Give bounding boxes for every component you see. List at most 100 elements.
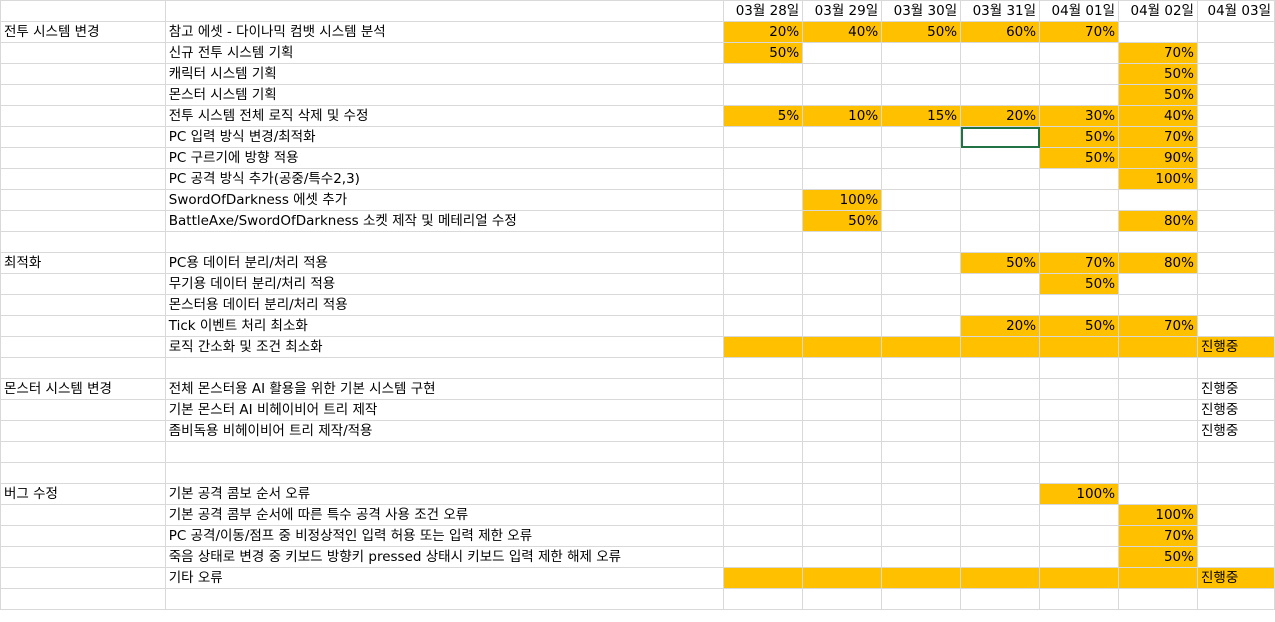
progress-cell[interactable]	[1118, 567, 1198, 589]
task-cell[interactable]: 기타 오류	[164, 567, 725, 589]
progress-cell[interactable]	[1196, 189, 1275, 211]
progress-cell[interactable]	[1039, 168, 1120, 190]
progress-cell[interactable]	[960, 210, 1041, 232]
progress-cell[interactable]	[1039, 462, 1120, 484]
progress-cell[interactable]	[1196, 231, 1275, 253]
progress-cell[interactable]	[1118, 399, 1198, 421]
category-cell[interactable]	[0, 126, 166, 148]
progress-cell[interactable]	[960, 441, 1041, 463]
progress-cell[interactable]	[960, 231, 1041, 253]
task-cell[interactable]: 전체 몬스터용 AI 활용을 위한 기본 시스템 구현	[164, 378, 725, 400]
progress-cell[interactable]: 50%	[802, 210, 883, 232]
progress-cell[interactable]: 20%	[723, 21, 804, 43]
progress-cell[interactable]	[1196, 357, 1275, 379]
progress-cell[interactable]	[960, 483, 1041, 505]
progress-cell[interactable]	[1196, 252, 1275, 274]
task-cell[interactable]: 기본 공격 콤보 순서 오류	[164, 483, 725, 505]
progress-cell[interactable]	[1196, 105, 1275, 127]
progress-cell[interactable]	[881, 42, 962, 64]
progress-cell[interactable]	[1039, 546, 1120, 568]
category-cell[interactable]	[0, 525, 166, 547]
progress-cell[interactable]	[723, 567, 804, 589]
progress-cell[interactable]	[881, 441, 962, 463]
progress-cell[interactable]: 70%	[1118, 315, 1198, 337]
progress-cell[interactable]	[881, 378, 962, 400]
progress-cell[interactable]	[881, 189, 962, 211]
progress-cell[interactable]	[960, 336, 1041, 358]
progress-cell[interactable]	[1039, 357, 1120, 379]
progress-cell[interactable]	[960, 273, 1041, 295]
category-cell[interactable]	[0, 168, 166, 190]
category-cell[interactable]	[0, 420, 166, 442]
progress-cell[interactable]	[1039, 525, 1120, 547]
progress-cell[interactable]	[802, 315, 883, 337]
task-cell[interactable]: SwordOfDarkness 에셋 추가	[164, 189, 725, 211]
task-cell[interactable]: 로직 간소화 및 조건 최소화	[164, 336, 725, 358]
progress-cell[interactable]	[723, 546, 804, 568]
progress-cell[interactable]	[723, 315, 804, 337]
progress-cell[interactable]	[960, 126, 1041, 148]
date-header-cell[interactable]: 03월 31일	[960, 0, 1041, 22]
task-cell[interactable]: 신규 전투 시스템 기획	[164, 42, 725, 64]
progress-cell[interactable]	[723, 588, 804, 610]
progress-cell[interactable]: 70%	[1039, 252, 1120, 274]
progress-cell[interactable]	[802, 399, 883, 421]
progress-cell[interactable]	[802, 567, 883, 589]
progress-cell[interactable]	[881, 588, 962, 610]
progress-cell[interactable]: 40%	[1118, 105, 1198, 127]
progress-cell[interactable]	[802, 357, 883, 379]
category-cell[interactable]	[0, 546, 166, 568]
progress-cell[interactable]	[881, 210, 962, 232]
progress-cell[interactable]	[960, 294, 1041, 316]
progress-cell[interactable]	[802, 252, 883, 274]
progress-cell[interactable]	[802, 525, 883, 547]
progress-cell[interactable]	[802, 336, 883, 358]
progress-cell[interactable]	[1039, 210, 1120, 232]
progress-cell[interactable]	[1118, 336, 1198, 358]
category-cell[interactable]	[0, 42, 166, 64]
progress-cell[interactable]	[723, 126, 804, 148]
task-cell[interactable]: 몬스터용 데이터 분리/처리 적용	[164, 294, 725, 316]
progress-cell[interactable]	[1196, 315, 1275, 337]
progress-cell[interactable]	[881, 252, 962, 274]
progress-cell[interactable]	[881, 315, 962, 337]
progress-cell[interactable]: 5%	[723, 105, 804, 127]
progress-cell[interactable]	[1196, 525, 1275, 547]
task-cell[interactable]: 좀비독용 비헤이비어 트리 제작/적용	[164, 420, 725, 442]
progress-cell[interactable]: 20%	[960, 315, 1041, 337]
progress-cell[interactable]	[1118, 462, 1198, 484]
task-cell[interactable]	[164, 357, 725, 379]
progress-cell[interactable]	[881, 147, 962, 169]
progress-cell[interactable]: 진행중	[1196, 420, 1275, 442]
task-cell[interactable]	[164, 441, 725, 463]
progress-cell[interactable]	[1196, 126, 1275, 148]
progress-cell[interactable]	[723, 147, 804, 169]
progress-cell[interactable]	[723, 420, 804, 442]
progress-cell[interactable]	[1196, 504, 1275, 526]
progress-cell[interactable]	[802, 63, 883, 85]
progress-cell[interactable]	[1196, 21, 1275, 43]
progress-cell[interactable]	[881, 63, 962, 85]
task-cell[interactable]: 몬스터 시스템 기획	[164, 84, 725, 106]
task-cell[interactable]	[164, 231, 725, 253]
progress-cell[interactable]: 80%	[1118, 210, 1198, 232]
progress-cell[interactable]: 20%	[960, 105, 1041, 127]
progress-cell[interactable]	[960, 525, 1041, 547]
progress-cell[interactable]	[1196, 462, 1275, 484]
progress-cell[interactable]	[802, 420, 883, 442]
progress-cell[interactable]	[960, 42, 1041, 64]
progress-cell[interactable]	[1039, 294, 1120, 316]
progress-cell[interactable]	[881, 546, 962, 568]
progress-cell[interactable]	[960, 147, 1041, 169]
task-cell[interactable]: 캐릭터 시스템 기획	[164, 63, 725, 85]
progress-cell[interactable]: 50%	[1118, 63, 1198, 85]
task-cell[interactable]: PC 공격 방식 추가(공중/특수2,3)	[164, 168, 725, 190]
progress-cell[interactable]	[881, 273, 962, 295]
progress-cell[interactable]	[1196, 294, 1275, 316]
progress-cell[interactable]	[723, 483, 804, 505]
date-header-cell[interactable]: 03월 30일	[881, 0, 962, 22]
progress-cell[interactable]	[1196, 168, 1275, 190]
progress-cell[interactable]	[1196, 210, 1275, 232]
progress-cell[interactable]: 50%	[1039, 147, 1120, 169]
